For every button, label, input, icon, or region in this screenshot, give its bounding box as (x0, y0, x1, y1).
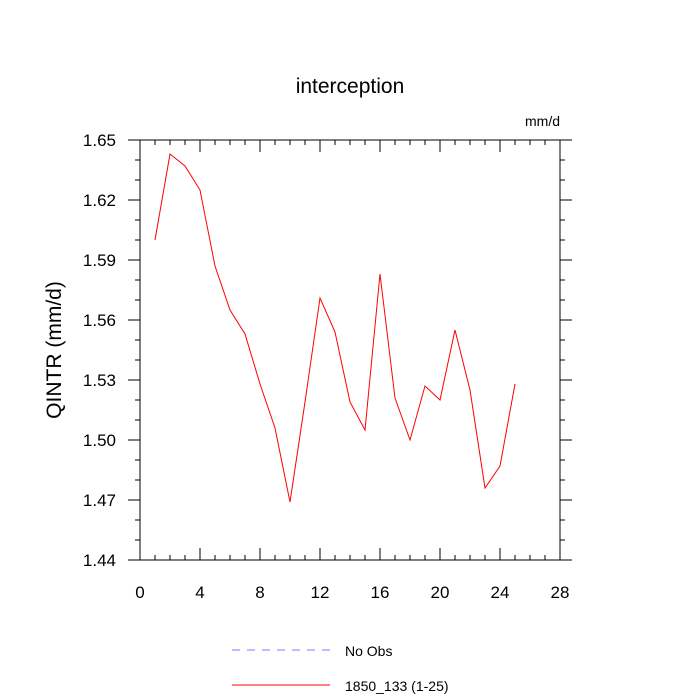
x-axis-tick-labels: 0 4 8 12 16 20 24 28 (135, 583, 569, 602)
x-tick-label: 12 (311, 583, 330, 602)
x-tick-label: 4 (195, 583, 204, 602)
x-tick-label: 0 (135, 583, 144, 602)
legend-label-no-obs: No Obs (345, 643, 392, 659)
series-line-1 (154, 153, 516, 503)
x-axis-ticks (139, 140, 561, 560)
y-tick-label: 1.59 (83, 251, 116, 270)
legend-label-1850-133: 1850_133 (1-25) (345, 678, 449, 694)
y-tick-label: 1.62 (83, 191, 116, 210)
y-axis-label: QINTR (mm/d) (43, 281, 66, 419)
legend: No Obs 1850_133 (1-25) (232, 643, 449, 694)
y-axis-ticks (128, 139, 572, 561)
chart-title: interception (296, 75, 405, 98)
x-tick-label: 8 (255, 583, 264, 602)
y-tick-label: 1.53 (83, 371, 116, 390)
y-tick-label: 1.44 (83, 551, 116, 570)
units-label: mm/d (525, 113, 560, 129)
x-tick-label: 24 (491, 583, 510, 602)
y-axis-tick-labels: 1.44 1.47 1.50 1.53 1.56 1.59 1.62 1.65 (83, 131, 116, 570)
x-tick-label: 16 (371, 583, 390, 602)
y-tick-label: 1.50 (83, 431, 116, 450)
series-lines (154, 153, 516, 503)
y-tick-label: 1.56 (83, 311, 116, 330)
y-tick-label: 1.65 (83, 131, 116, 150)
x-tick-label: 28 (551, 583, 570, 602)
y-tick-label: 1.47 (83, 491, 116, 510)
x-tick-label: 20 (431, 583, 450, 602)
